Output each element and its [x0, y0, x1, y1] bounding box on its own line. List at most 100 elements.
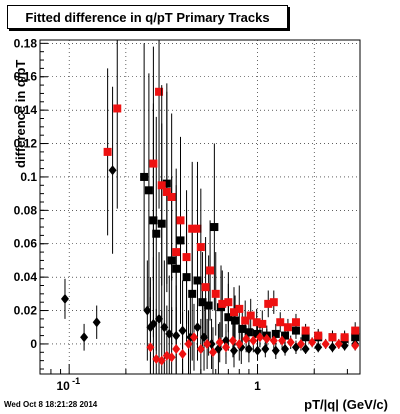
data-point-square: [253, 329, 262, 338]
data-point-diamond: [160, 322, 169, 333]
data-point-diamond: [215, 337, 224, 348]
y-tick-label: 0.16: [14, 70, 38, 84]
data-point-square: [201, 283, 210, 292]
data-point-square: [264, 299, 273, 308]
y-tick-label: 0.02: [14, 304, 38, 318]
y-tick-label: 0: [30, 337, 37, 351]
data-point-square: [281, 331, 290, 340]
data-point-square: [291, 318, 300, 327]
data-point-diamond: [92, 317, 101, 328]
data-point-diamond: [208, 347, 217, 358]
data-point-square: [258, 319, 267, 328]
data-point-square: [235, 304, 244, 313]
data-point-square: [252, 318, 261, 327]
data-point-square: [328, 333, 337, 342]
data-point-diamond: [108, 165, 117, 176]
data-point-square: [204, 301, 213, 310]
data-point-diamond: [281, 343, 290, 354]
data-point-diamond: [167, 352, 176, 363]
data-point-diamond: [249, 335, 258, 346]
data-point-square: [193, 224, 202, 233]
data-point-diamond: [80, 332, 89, 343]
data-point-square: [152, 229, 161, 238]
data-point-square: [276, 318, 285, 327]
data-point-diamond: [314, 342, 323, 353]
data-point-square: [188, 224, 197, 233]
data-point-diamond: [214, 343, 223, 354]
data-point-square: [241, 316, 250, 325]
chart-title: Fitted difference in q/pT Primary Tracks: [25, 10, 270, 25]
data-point-diamond: [296, 338, 305, 349]
data-point-diamond: [351, 340, 360, 351]
y-tick-label: 0.12: [14, 137, 38, 151]
data-point-diamond: [229, 345, 238, 356]
data-point-diamond: [172, 343, 181, 354]
data-point-square: [231, 316, 240, 325]
data-point-diamond: [190, 332, 199, 343]
timestamp: Wed Oct 8 18:21:28 2014: [4, 400, 98, 409]
data-point-square: [155, 87, 164, 96]
data-point-diamond: [184, 338, 193, 349]
data-point-diamond: [196, 343, 205, 354]
data-point-square: [103, 147, 112, 156]
y-tick-label: 0.14: [14, 103, 38, 117]
data-point-square: [283, 323, 292, 332]
data-point-diamond: [207, 338, 216, 349]
data-point-diamond: [255, 332, 264, 343]
data-point-square: [269, 298, 278, 307]
data-point-diamond: [278, 335, 287, 346]
data-point-diamond: [262, 333, 271, 344]
data-point-square: [149, 159, 158, 168]
data-point-diamond: [253, 345, 262, 356]
data-point-square: [211, 289, 220, 298]
data-point-diamond: [221, 342, 230, 353]
data-point-square: [271, 329, 280, 338]
data-point-diamond: [269, 335, 278, 346]
data-point-diamond: [271, 345, 280, 356]
y-tick-label: 0.08: [14, 203, 38, 217]
data-point-square: [167, 192, 176, 201]
data-point-diamond: [286, 337, 295, 348]
y-tick-label: 0.18: [14, 36, 38, 50]
data-point-square: [198, 298, 207, 307]
data-point-square: [196, 243, 205, 252]
data-point-square: [244, 328, 253, 337]
y-tick-label: 0.04: [14, 270, 38, 284]
data-point-square: [224, 298, 233, 307]
y-axis-label: difference in q/pT: [13, 59, 28, 168]
data-point-square: [162, 187, 171, 196]
data-point-square: [340, 333, 349, 342]
data-point-diamond: [235, 338, 244, 349]
data-point-square: [238, 324, 247, 333]
data-point-square: [176, 216, 185, 225]
data-point-diamond: [157, 355, 166, 366]
data-point-diamond: [328, 342, 337, 353]
data-point-diamond: [178, 348, 187, 359]
data-point-diamond: [308, 337, 317, 348]
y-tick-label: 0.06: [14, 237, 38, 251]
data-point-diamond: [203, 338, 212, 349]
x-tick-label: 10: [56, 379, 70, 393]
plot-frame: [39, 39, 361, 375]
data-point-square: [210, 223, 219, 232]
data-point-diamond: [261, 343, 270, 354]
data-point-square: [140, 172, 149, 181]
x-tick-label: 1: [254, 379, 261, 393]
data-point-diamond: [228, 335, 237, 346]
data-point-square: [301, 326, 310, 335]
data-point-square: [113, 104, 122, 113]
data-point-square: [172, 248, 181, 257]
data-point-diamond: [321, 338, 330, 349]
chart-title-box: Fitted difference in q/pT Primary Tracks: [7, 5, 288, 29]
data-point-square: [229, 308, 238, 317]
data-point-square: [182, 253, 191, 262]
data-point-diamond: [242, 333, 251, 344]
data-point-square: [206, 266, 215, 275]
x-tick-exponent: -1: [72, 376, 80, 386]
data-point-diamond: [155, 313, 164, 324]
x-axis-label: pT/|q| (GeV/c): [304, 397, 388, 412]
data-point-diamond: [143, 305, 152, 316]
data-point-square: [218, 299, 227, 308]
data-point-diamond: [334, 338, 343, 349]
data-point-square: [314, 331, 323, 340]
